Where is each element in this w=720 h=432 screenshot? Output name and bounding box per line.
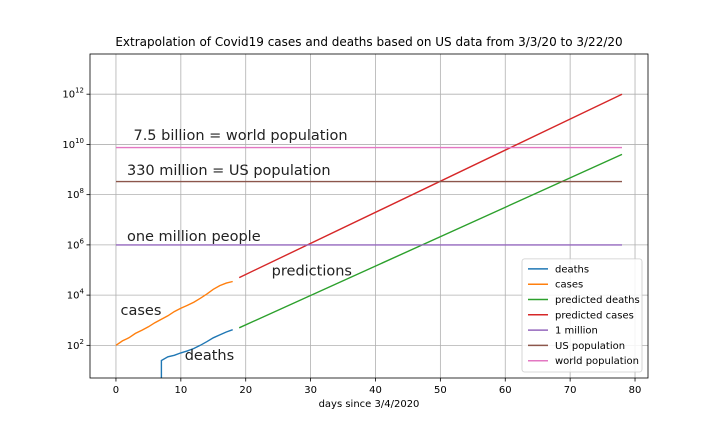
y-tick-base: 10 [62,90,75,101]
y-tick-exponent: 2 [80,338,84,346]
y-tick-label: 1010 [62,137,84,151]
x-tick-label: 20 [239,385,252,396]
x-tick-label: 10 [174,385,187,396]
x-tick-label: 80 [629,385,642,396]
y-tick-label: 106 [67,237,85,251]
x-tick-label: 30 [304,385,317,396]
legend-label: predicted cases [555,310,634,321]
y-tick-exponent: 4 [80,288,85,296]
y-tick-label: 102 [67,338,84,352]
legend-label: deaths [555,264,589,275]
annotation-text: one million people [127,229,261,245]
x-axis-label: days since 3/4/2020 [319,399,420,410]
legend-label: predicted deaths [555,295,640,306]
legend-label: 1 million [555,326,598,337]
series-lines [115,93,623,378]
x-tick-label: 60 [499,385,512,396]
legend: deaths cases predicted deaths predicted cas… [521,258,643,373]
annotation-text: predictions [272,264,352,280]
series-line-predicted-deaths [238,153,623,329]
y-tick-label: 1012 [62,87,84,101]
y-tick-exponent: 8 [80,187,84,195]
chart-title: Extrapolation of Covid19 cases and death… [115,35,622,49]
x-tick-label: 0 [113,385,119,396]
y-tick-base: 10 [67,341,80,352]
legend-label: world population [555,356,639,367]
y-tick-exponent: 12 [75,87,84,95]
annotation-text: 330 million = US population [127,163,331,179]
annotations: 7.5 billion = world population 330 millio… [120,128,351,364]
annotation-text: cases [120,303,161,319]
x-tick-label: 70 [564,385,577,396]
x-tick-label: 50 [434,385,447,396]
annotation-text: deaths [185,348,234,364]
y-tick-base: 10 [67,190,80,201]
x-tick-label: 40 [369,385,382,396]
y-tick-exponent: 6 [80,237,85,245]
annotation-text: 7.5 billion = world population [133,128,347,144]
series-line-deaths [160,329,233,378]
legend-label: US population [555,341,625,352]
y-tick-base: 10 [67,291,80,302]
y-tick-label: 108 [67,187,84,201]
legend-label: cases [555,280,583,291]
series-line-cases [115,280,233,346]
series-line-predicted-cases [238,93,623,279]
y-tick-base: 10 [67,240,80,251]
plot-frame [89,53,649,379]
legend-box [521,258,643,373]
y-tick-exponent: 10 [75,137,84,145]
y-tick-base: 10 [62,140,75,151]
y-tick-label: 104 [67,288,85,302]
